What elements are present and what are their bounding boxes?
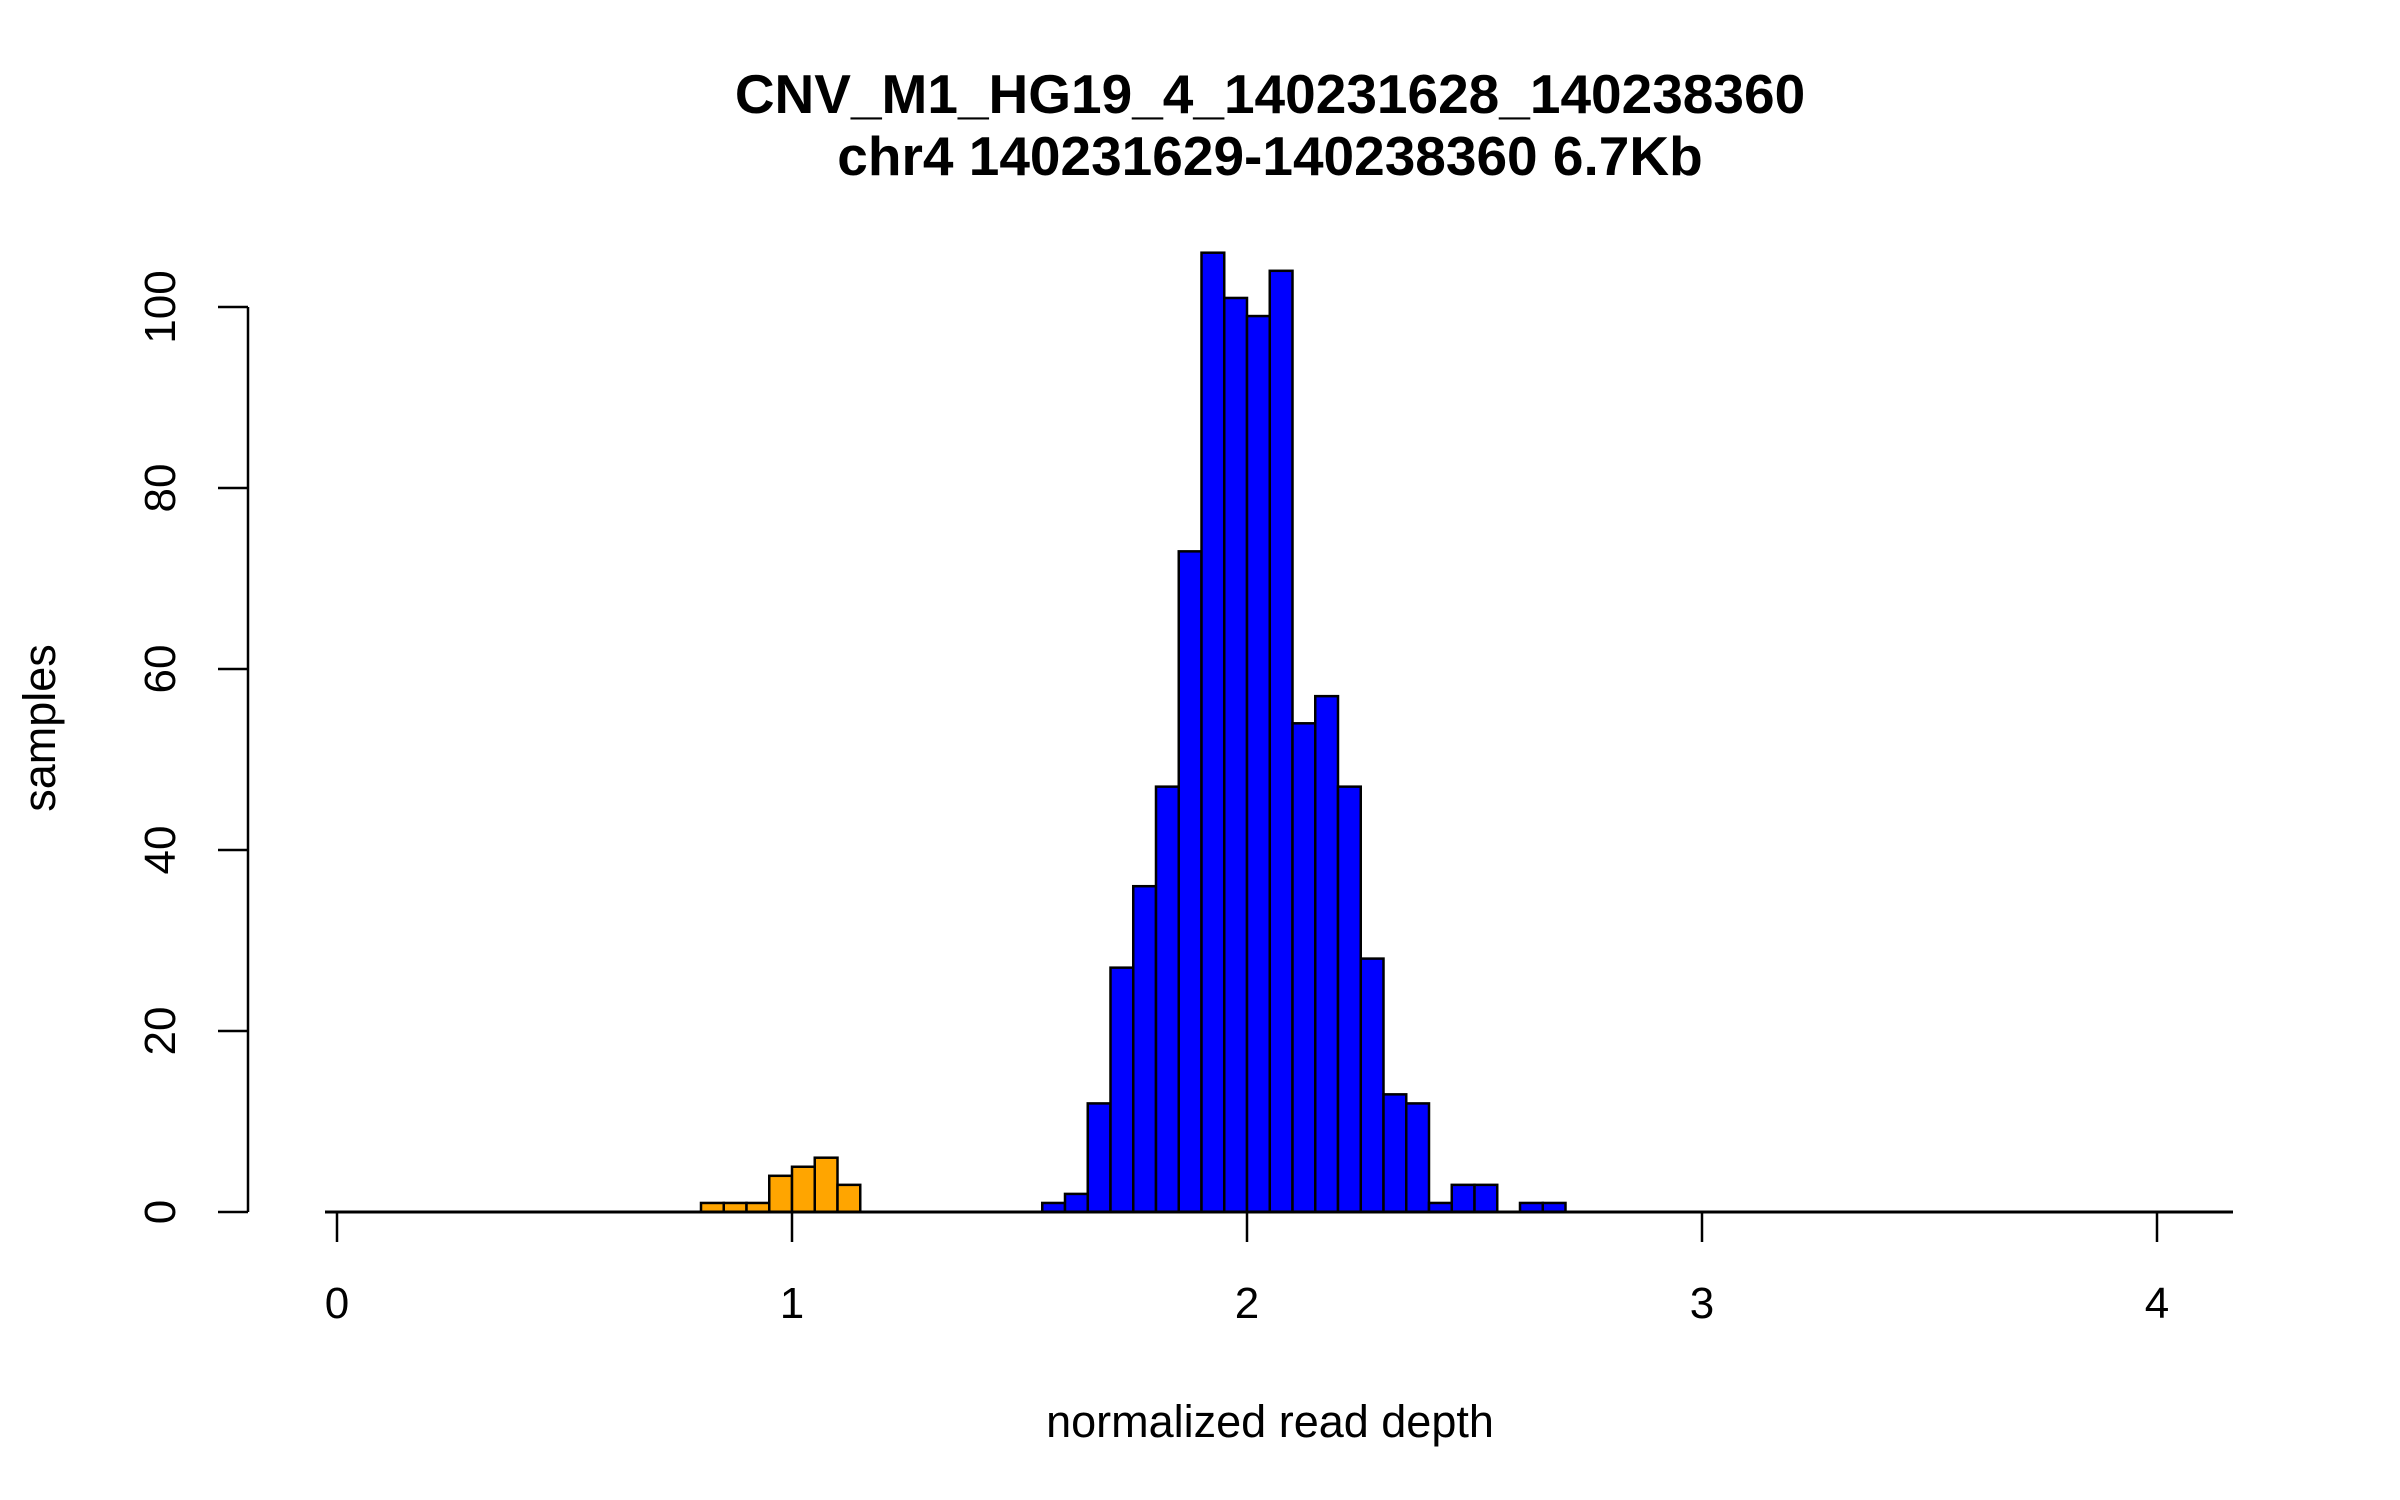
histogram-bar bbox=[1405, 1102, 1431, 1214]
bars-group bbox=[699, 251, 1567, 1214]
histogram-bar bbox=[768, 1174, 794, 1214]
y-axis: 0 20 40 60 80 100 bbox=[136, 270, 250, 1224]
x-tick-label: 4 bbox=[2145, 1279, 2169, 1328]
histogram-bar bbox=[1086, 1102, 1112, 1214]
histogram-bar bbox=[1245, 314, 1271, 1214]
x-tick-label: 0 bbox=[325, 1279, 349, 1328]
y-tick-label: 40 bbox=[136, 826, 185, 875]
x-tick-label: 1 bbox=[780, 1279, 804, 1328]
x-axis-label: normalized read depth bbox=[1046, 1396, 1494, 1447]
chart-subtitle: chr4 140231629-140238360 6.7Kb bbox=[837, 125, 1702, 187]
histogram-bar bbox=[836, 1183, 862, 1214]
histogram-bar bbox=[1063, 1192, 1089, 1214]
histogram-bar bbox=[1132, 884, 1158, 1214]
histogram-bar bbox=[813, 1156, 839, 1214]
histogram-bar bbox=[1154, 785, 1180, 1214]
histogram-bar bbox=[1359, 957, 1385, 1214]
histogram-bar bbox=[1177, 550, 1203, 1214]
y-tick-label: 20 bbox=[136, 1007, 185, 1056]
histogram-bar bbox=[1450, 1183, 1476, 1214]
histogram-bar bbox=[1200, 251, 1226, 1214]
y-tick-label: 60 bbox=[136, 645, 185, 694]
histogram-bar bbox=[1109, 966, 1135, 1214]
y-axis-label: samples bbox=[14, 644, 65, 812]
histogram-bar bbox=[1473, 1183, 1499, 1214]
histogram-bar bbox=[790, 1165, 816, 1214]
x-tick-label: 2 bbox=[1235, 1279, 1259, 1328]
y-tick-label: 100 bbox=[136, 270, 185, 343]
histogram-bar bbox=[1314, 694, 1340, 1214]
y-tick-label: 80 bbox=[136, 464, 185, 513]
histogram-bar bbox=[1268, 269, 1294, 1214]
y-tick-label: 0 bbox=[136, 1200, 185, 1224]
histogram-bar bbox=[1223, 296, 1249, 1214]
histogram-bar bbox=[1336, 785, 1362, 1214]
histogram-bar bbox=[1382, 1093, 1408, 1214]
x-tick-label: 3 bbox=[1690, 1279, 1714, 1328]
chart-title: CNV_M1_HG19_4_140231628_140238360 bbox=[735, 63, 1805, 125]
x-axis: 0 1 2 3 4 bbox=[325, 1212, 2169, 1328]
histogram-bar bbox=[1291, 722, 1317, 1214]
